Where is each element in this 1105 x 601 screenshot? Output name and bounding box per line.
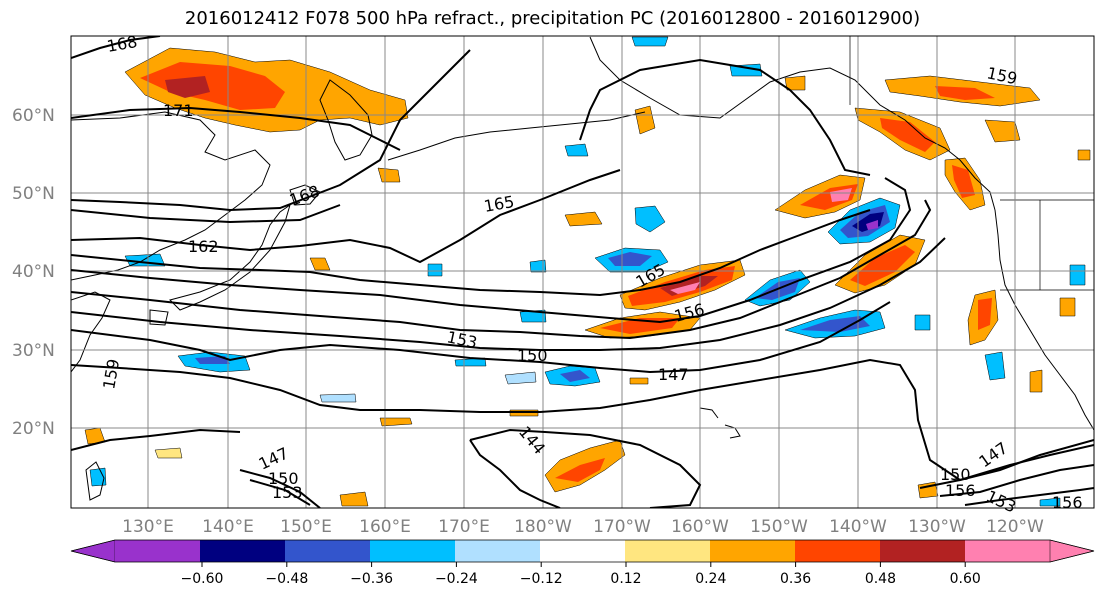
lon-label: 130°E (122, 517, 174, 537)
lat-label: 50°N (12, 184, 55, 204)
colorbar-cells (70, 539, 1095, 563)
precipitation-anomaly-fills (84, 36, 1091, 507)
lon-label: 160°E (359, 517, 411, 537)
colorbar-cell (370, 540, 456, 562)
colorbar-cell (455, 540, 541, 562)
colorbar-tick-label: 0.48 (865, 571, 896, 587)
lon-label: 150°W (750, 517, 808, 537)
colorbar-tick-label: 0.12 (610, 571, 641, 587)
colorbar-tick-label: −0.48 (265, 571, 308, 587)
colorbar-tick-label: −0.36 (350, 571, 393, 587)
lon-label: 170°E (438, 517, 490, 537)
contour-label: 156 (1052, 493, 1083, 512)
contour-label: 162 (188, 237, 219, 256)
contour-label: 150 (517, 346, 548, 365)
colorbar-cell (625, 540, 711, 562)
contour-label: 156 (945, 481, 976, 500)
colorbar-cell (795, 540, 881, 562)
contour-label: 150 (940, 465, 971, 484)
lon-label: 170°W (593, 517, 651, 537)
lat-label: 40°N (12, 262, 55, 282)
colorbar-cell (880, 540, 966, 562)
coastlines (71, 36, 1094, 501)
lon-label: 120°W (986, 517, 1044, 537)
colorbar-outline (70, 539, 1095, 563)
colorbar-cell (540, 540, 626, 562)
contour-label: 156 (672, 300, 706, 326)
colorbar-cell (285, 540, 371, 562)
colorbar-cell (710, 540, 796, 562)
colorbar-cell (115, 540, 201, 562)
latitude-labels: 60°N 50°N 40°N 30°N 20°N (12, 106, 55, 439)
lon-label: 130°W (908, 517, 966, 537)
colorbar-tick-label: −0.12 (520, 571, 563, 587)
contour-label: 159 (99, 357, 123, 390)
lat-label: 20°N (12, 419, 55, 439)
lon-label: 180°W (514, 517, 572, 537)
colorbar: −0.60 −0.48 −0.36 −0.24 −0.12 0.12 0.24 0.36 0.4… (70, 539, 1095, 587)
lon-label: 140°W (829, 517, 887, 537)
colorbar-ticks: −0.60 −0.48 −0.36 −0.24 −0.12 0.12 0.24 0.36 0.4… (181, 562, 981, 587)
lon-label: 160°W (671, 517, 729, 537)
colorbar-tick-label: −0.60 (181, 571, 224, 587)
lon-label: 150°E (280, 517, 332, 537)
longitude-labels: 130°E 140°E 150°E 160°E 170°E 180°W 170°… (122, 517, 1044, 537)
contour-label: 153 (272, 483, 303, 502)
colorbar-tick-label: 0.60 (950, 571, 981, 587)
contour-labels: 168 171 168 165 162 165 156 153 150 147 … (99, 32, 1082, 517)
colorbar-cell (965, 540, 1051, 562)
lat-label: 60°N (12, 106, 55, 126)
political-borders (849, 36, 1094, 291)
colorbar-extend-high (1049, 539, 1095, 563)
contour-label: 150 (268, 469, 299, 488)
refractivity-contours (71, 36, 1094, 508)
contour-label: 168 (287, 181, 322, 209)
map-title: 2016012412 F078 500 hPa refract., precip… (184, 8, 921, 29)
contour-label: 147 (658, 365, 689, 384)
colorbar-tick-label: 0.36 (780, 571, 811, 587)
colorbar-tick-label: −0.24 (435, 571, 478, 587)
lat-label: 30°N (12, 341, 55, 361)
colorbar-tick-label: 0.24 (695, 571, 726, 587)
contour-label: 153 (983, 486, 1019, 516)
colorbar-cell (200, 540, 286, 562)
colorbar-extend-low (70, 539, 116, 563)
contour-label: 165 (482, 192, 515, 216)
map-frame (70, 35, 1095, 509)
contour-label: 171 (163, 101, 194, 120)
lon-label: 140°E (202, 517, 254, 537)
